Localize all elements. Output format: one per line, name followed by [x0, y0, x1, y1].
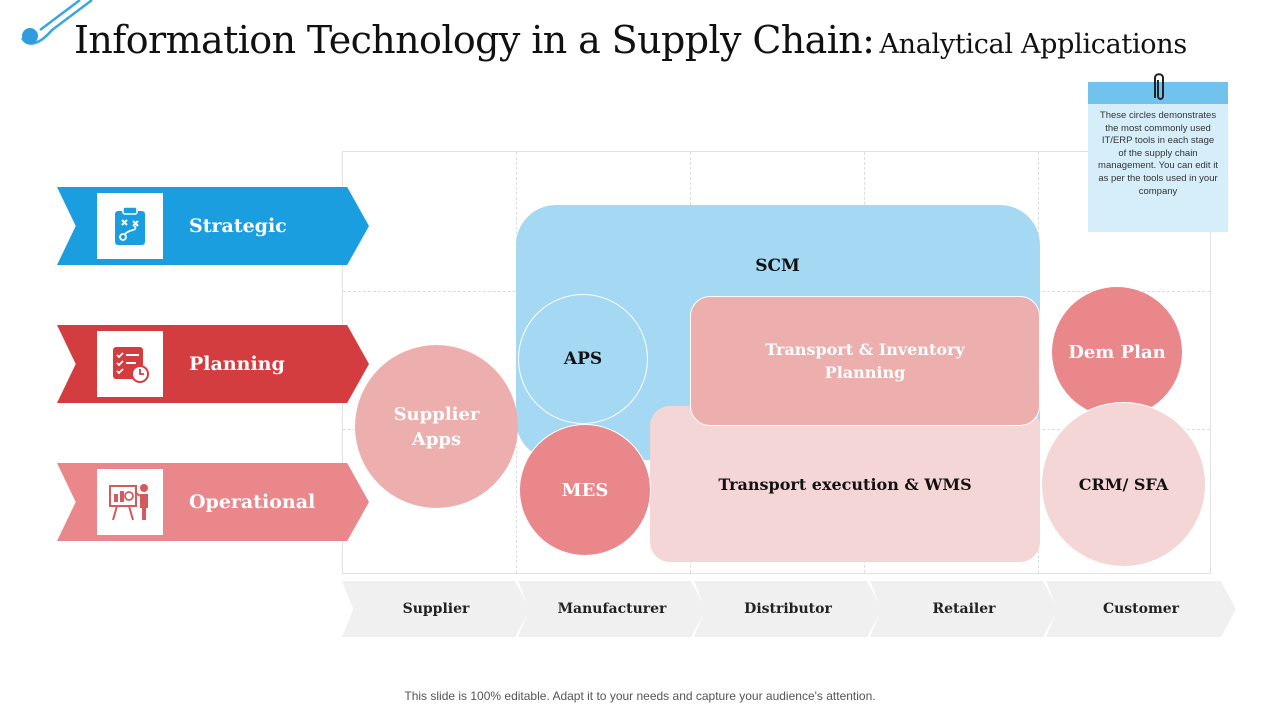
stage-supplier: Supplier — [342, 581, 530, 637]
checklist-clock-icon — [97, 331, 163, 397]
stage-retailer: Retailer — [870, 581, 1058, 637]
paperclip-icon — [1154, 73, 1164, 100]
page-title: Information Technology in a Supply Chain… — [74, 18, 1194, 62]
transport-execution-label: Transport execution & WMS — [718, 474, 972, 494]
stage-distributor: Distributor — [694, 581, 882, 637]
transport-inventory-box: Transport & Inventory Planning — [690, 296, 1040, 426]
title-main: Information Technology in a Supply Chain… — [74, 18, 875, 62]
aps-circle: APS — [518, 294, 648, 424]
level-operational: Operational — [57, 463, 369, 541]
sticky-note: These circles demonstrates the most comm… — [1088, 82, 1228, 232]
stage-customer: Customer — [1046, 581, 1236, 637]
title-sub: Analytical Applications — [879, 29, 1187, 60]
level-label: Strategic — [189, 215, 287, 237]
dem-plan-circle: Dem Plan — [1052, 287, 1182, 417]
level-planning: Planning — [57, 325, 369, 403]
level-label: Operational — [189, 491, 316, 513]
pin-decoration-icon — [20, 0, 93, 45]
level-label: Planning — [189, 353, 285, 375]
clipboard-strategy-icon — [97, 193, 163, 259]
supplier-apps-circle: Supplier Apps — [355, 345, 518, 508]
transport-execution-box: Transport execution & WMS — [650, 406, 1040, 562]
footer-note: This slide is 100% editable. Adapt it to… — [404, 689, 876, 703]
mes-circle: MES — [519, 424, 651, 556]
crm-sfa-circle: CRM/ SFA — [1041, 402, 1206, 567]
sticky-note-text: These circles demonstrates the most comm… — [1088, 104, 1228, 232]
presentation-board-icon — [97, 469, 163, 535]
transport-inventory-label: Transport & Inventory Planning — [765, 340, 965, 382]
stage-bar: Supplier Manufacturer Distributor Retail… — [342, 581, 1236, 637]
level-strategic: Strategic — [57, 187, 369, 265]
stage-manufacturer: Manufacturer — [518, 581, 706, 637]
scm-label: SCM — [755, 256, 800, 276]
